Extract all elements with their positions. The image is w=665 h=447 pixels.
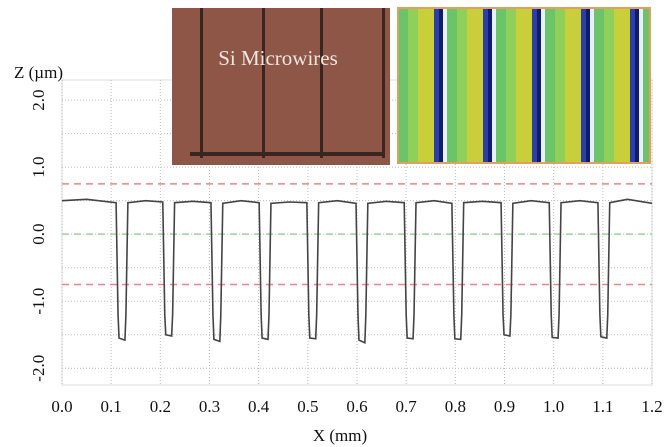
x-tick-label: 0.8 <box>445 397 466 416</box>
profile-line <box>61 198 653 344</box>
x-tick-label: 0.1 <box>101 397 122 416</box>
x-tick-label: 1.0 <box>543 397 564 416</box>
inset-photo: Si Microwires <box>172 8 390 165</box>
x-tick-label: 0.0 <box>51 397 72 416</box>
y-tick-label: 0.0 <box>29 224 48 245</box>
y-axis-label: Z (µm) <box>14 63 63 82</box>
x-tick-label: 0.5 <box>297 397 318 416</box>
x-tick-label: 0.6 <box>346 397 367 416</box>
x-tick-label: 0.3 <box>199 397 220 416</box>
x-tick-label: 1.1 <box>592 397 613 416</box>
x-tick-label: 0.9 <box>494 397 515 416</box>
x-tick-label: 0.4 <box>248 397 270 416</box>
y-tick-label: 2.0 <box>29 89 48 110</box>
y-tick-label: -2.0 <box>29 355 48 382</box>
x-tick-label: 0.2 <box>150 397 171 416</box>
y-tick-label: -1.0 <box>29 288 48 315</box>
x-tick-label: 1.2 <box>641 397 662 416</box>
inset-microscope-image <box>397 7 651 164</box>
y-tick-label: 1.0 <box>29 157 48 178</box>
x-tick-label: 0.7 <box>396 397 418 416</box>
inset-label: Si Microwires <box>218 46 338 70</box>
x-axis-label: X (mm) <box>313 426 367 445</box>
